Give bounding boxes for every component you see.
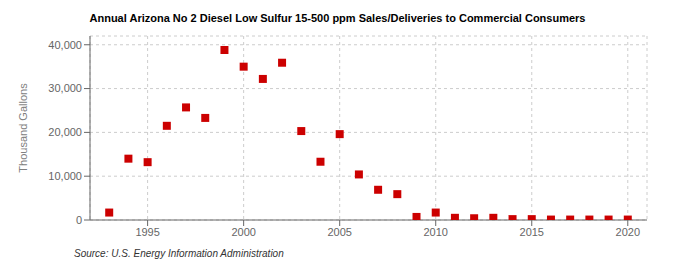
svg-text:1995: 1995	[135, 226, 159, 238]
svg-text:Thousand Gallons: Thousand Gallons	[17, 83, 29, 173]
svg-text:2005: 2005	[327, 226, 351, 238]
svg-text:40,000: 40,000	[48, 39, 82, 51]
svg-text:20,000: 20,000	[48, 126, 82, 138]
html-text:Source: U.S. Energy Informatio: Source: U.S. Energy Information Administ…	[74, 248, 284, 259]
svg-text:2015: 2015	[520, 226, 544, 238]
svg-text:10,000: 10,000	[48, 170, 82, 182]
svg-text:30,000: 30,000	[48, 82, 82, 94]
svg-text:2020: 2020	[616, 226, 640, 238]
svg-text:2010: 2010	[423, 226, 447, 238]
svg-text:0: 0	[76, 214, 82, 226]
svg-text:2000: 2000	[231, 226, 255, 238]
html-text:Annual Arizona No 2 Diesel Low: Annual Arizona No 2 Diesel Low Sulfur 15…	[89, 12, 586, 24]
